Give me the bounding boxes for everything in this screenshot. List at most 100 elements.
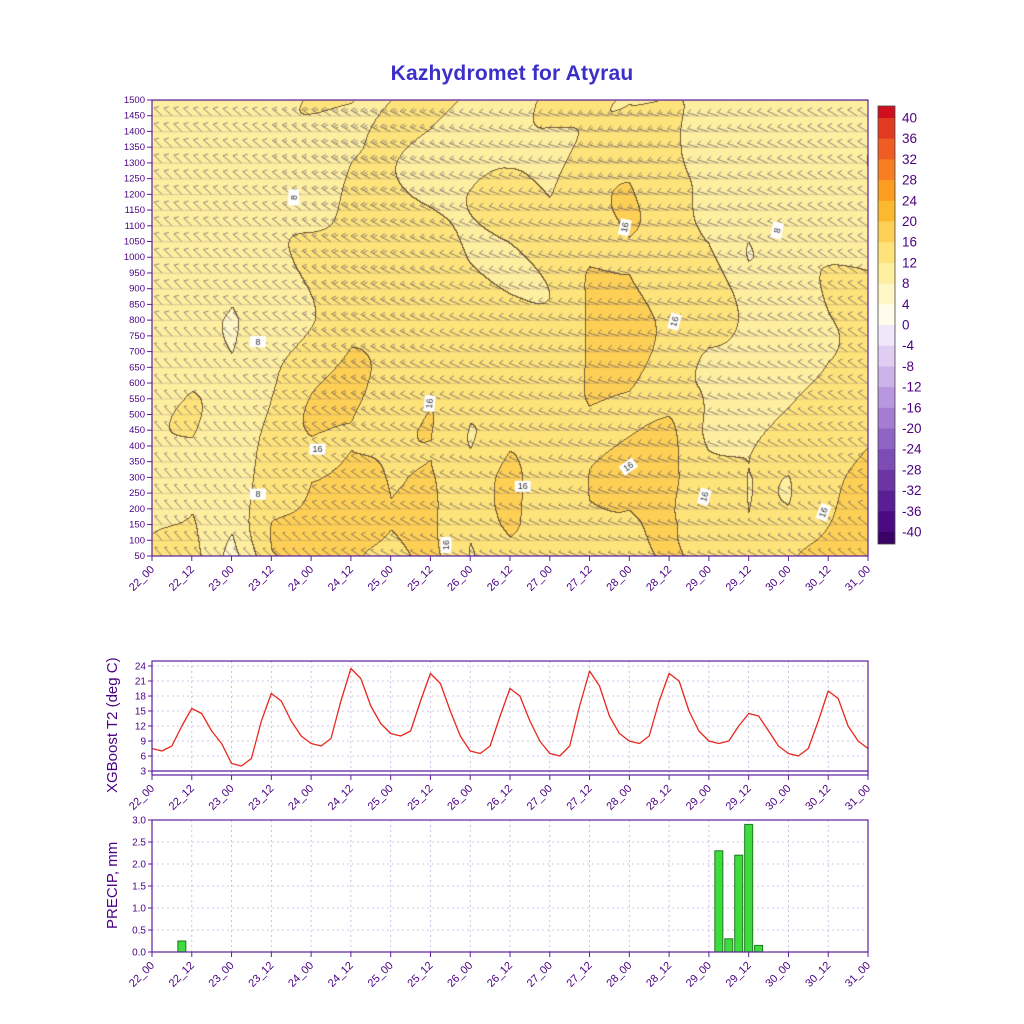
svg-text:28: 28 xyxy=(902,173,917,188)
svg-text:-20: -20 xyxy=(902,421,922,436)
svg-text:850: 850 xyxy=(129,299,145,310)
svg-text:24_00: 24_00 xyxy=(286,783,316,813)
svg-text:0.5: 0.5 xyxy=(132,926,146,937)
svg-text:40: 40 xyxy=(902,111,917,126)
svg-text:30_12: 30_12 xyxy=(803,960,833,990)
svg-text:32: 32 xyxy=(902,152,917,167)
svg-text:29_12: 29_12 xyxy=(724,960,754,990)
svg-text:2.5: 2.5 xyxy=(132,838,146,849)
svg-text:22_12: 22_12 xyxy=(167,783,197,813)
svg-text:27_00: 27_00 xyxy=(525,783,555,813)
svg-text:27_12: 27_12 xyxy=(565,564,595,594)
svg-text:23_12: 23_12 xyxy=(246,960,276,990)
svg-text:30_00: 30_00 xyxy=(763,960,793,990)
svg-text:29_00: 29_00 xyxy=(684,960,714,990)
svg-text:-32: -32 xyxy=(902,483,922,498)
svg-text:22_12: 22_12 xyxy=(167,960,197,990)
svg-text:25_00: 25_00 xyxy=(366,564,396,594)
svg-text:3.0: 3.0 xyxy=(132,816,146,827)
svg-text:-4: -4 xyxy=(902,338,914,353)
svg-text:4: 4 xyxy=(902,297,910,312)
svg-text:26_00: 26_00 xyxy=(445,783,475,813)
precip-panel: 0.0 0.5 1.0 1.5 2.0 2.5 3.0 22_00 22_12 23_00 23_1… xyxy=(127,816,873,990)
svg-text:0.0: 0.0 xyxy=(132,948,146,959)
svg-text:24_12: 24_12 xyxy=(326,783,356,813)
svg-text:25_12: 25_12 xyxy=(405,564,435,594)
precip-bar xyxy=(177,940,187,953)
svg-text:36: 36 xyxy=(902,131,917,146)
svg-text:600: 600 xyxy=(129,378,145,389)
chart-title: Kazhydromet for Atyrau xyxy=(390,62,634,85)
svg-text:950: 950 xyxy=(129,268,145,279)
svg-text:12: 12 xyxy=(135,722,147,733)
svg-text:26_00: 26_00 xyxy=(445,960,475,990)
svg-text:28_12: 28_12 xyxy=(644,783,674,813)
svg-text:-36: -36 xyxy=(902,504,922,519)
svg-text:12: 12 xyxy=(902,255,917,270)
svg-text:700: 700 xyxy=(129,347,145,358)
svg-text:27_00: 27_00 xyxy=(525,564,555,594)
svg-text:500: 500 xyxy=(129,409,145,420)
svg-text:28_12: 28_12 xyxy=(644,960,674,990)
svg-text:1.5: 1.5 xyxy=(132,882,146,893)
svg-text:400: 400 xyxy=(129,441,145,452)
svg-text:1050: 1050 xyxy=(124,237,145,248)
svg-text:650: 650 xyxy=(129,362,145,373)
svg-text:24_00: 24_00 xyxy=(286,564,316,594)
svg-text:31_00: 31_00 xyxy=(843,960,873,990)
svg-text:750: 750 xyxy=(129,331,145,342)
svg-text:25_12: 25_12 xyxy=(405,960,435,990)
svg-text:1250: 1250 xyxy=(124,174,145,185)
svg-text:-12: -12 xyxy=(902,380,922,395)
svg-text:2.0: 2.0 xyxy=(132,860,146,871)
svg-text:25_12: 25_12 xyxy=(405,783,435,813)
t2-axis-title: XGBoost T2 (deg C) xyxy=(104,657,121,793)
svg-text:31_00: 31_00 xyxy=(843,783,873,813)
svg-text:24_12: 24_12 xyxy=(326,960,356,990)
svg-text:30_00: 30_00 xyxy=(763,564,793,594)
svg-text:800: 800 xyxy=(129,315,145,326)
svg-text:23_00: 23_00 xyxy=(207,960,237,990)
svg-text:1000: 1000 xyxy=(124,252,145,263)
svg-text:28_00: 28_00 xyxy=(604,960,634,990)
precip-axis-title: PRECIP, mm xyxy=(104,841,121,929)
svg-text:24: 24 xyxy=(902,193,918,208)
svg-text:450: 450 xyxy=(129,425,145,436)
svg-text:200: 200 xyxy=(129,504,145,515)
svg-text:28_00: 28_00 xyxy=(604,783,634,813)
svg-text:18: 18 xyxy=(135,692,147,703)
svg-text:50: 50 xyxy=(134,551,145,562)
t2-panel: 3 6 9 12 15 18 21 24 22_00 22_12 23_00 23_12 24_00 24… xyxy=(127,660,873,813)
svg-text:28_00: 28_00 xyxy=(604,564,634,594)
precip-bar xyxy=(754,944,764,953)
svg-text:25_00: 25_00 xyxy=(366,783,396,813)
svg-text:22_12: 22_12 xyxy=(167,564,197,594)
svg-text:23_00: 23_00 xyxy=(207,564,237,594)
svg-text:24_12: 24_12 xyxy=(326,564,356,594)
svg-text:1300: 1300 xyxy=(124,158,145,169)
precip-bar xyxy=(734,854,744,953)
svg-text:29_00: 29_00 xyxy=(684,564,714,594)
svg-text:1500: 1500 xyxy=(124,95,145,106)
svg-text:-8: -8 xyxy=(902,359,914,374)
svg-text:1200: 1200 xyxy=(124,189,145,200)
svg-text:-24: -24 xyxy=(902,442,922,457)
svg-text:23_00: 23_00 xyxy=(207,783,237,813)
svg-text:-40: -40 xyxy=(902,525,922,540)
svg-text:26_12: 26_12 xyxy=(485,960,515,990)
precip-bar xyxy=(724,938,734,953)
svg-text:15: 15 xyxy=(135,707,147,718)
svg-text:26_12: 26_12 xyxy=(485,564,515,594)
svg-text:25_00: 25_00 xyxy=(366,960,396,990)
precip-bar xyxy=(744,823,754,953)
svg-text:6: 6 xyxy=(140,752,146,763)
svg-text:30_12: 30_12 xyxy=(803,783,833,813)
svg-text:29_12: 29_12 xyxy=(724,783,754,813)
svg-text:1450: 1450 xyxy=(124,111,145,122)
svg-text:100: 100 xyxy=(129,535,145,546)
temperature-colorbar: 4036322824201612840-4-8-12-16-20-24-28-3… xyxy=(877,105,922,545)
svg-text:550: 550 xyxy=(129,394,145,405)
svg-text:1400: 1400 xyxy=(124,126,145,137)
svg-text:3: 3 xyxy=(140,767,146,778)
